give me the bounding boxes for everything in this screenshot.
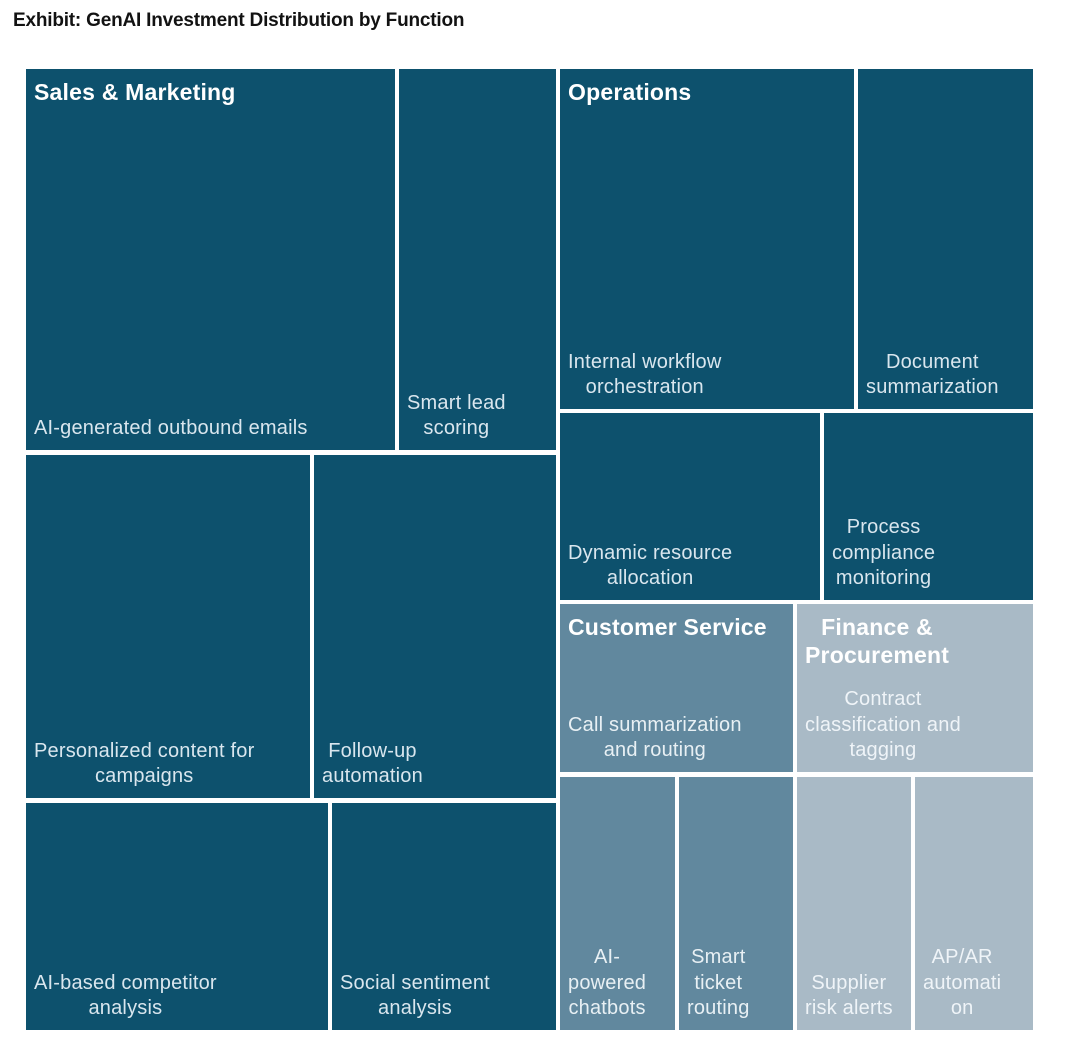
treemap-cell-supplier-risk-alerts: Supplier risk alerts — [797, 777, 911, 1030]
cell-label-document-summarization: Document summarization — [866, 350, 999, 399]
treemap-cell-social-sentiment-analysis: Social sentiment analysis — [332, 803, 556, 1030]
treemap-cell-smart-lead-scoring: Smart lead scoring — [399, 69, 556, 450]
cell-label-dynamic-resource-allocation: Dynamic resource allocation — [568, 541, 733, 590]
cell-label-process-compliance-monitoring: Process compliance monitoring — [832, 516, 936, 590]
section-header-operations: Operations — [568, 79, 692, 105]
section-header-finance-procurement: Finance & Procurement — [805, 614, 950, 669]
exhibit-title: Exhibit: GenAI Investment Distribution b… — [13, 10, 465, 31]
cell-label-personalized-content-for-campaigns: Personalized content for campaigns — [34, 739, 255, 788]
treemap-cell-dynamic-resource-allocation: Dynamic resource allocation — [560, 413, 820, 600]
cell-label-internal-workflow-orchestration: Internal workflow orchestration — [568, 350, 722, 399]
section-header-customer-service: Customer Service — [568, 614, 767, 640]
cell-label-ap-ar-automation: AP/AR automati on — [923, 946, 1002, 1020]
cell-label-supplier-risk-alerts: Supplier risk alerts — [805, 971, 893, 1020]
treemap-cell-follow-up-automation: Follow-up automation — [314, 455, 556, 798]
treemap-cell-ai-based-competitor-analysis: AI-based competitor analysis — [26, 803, 328, 1030]
treemap-cell-internal-workflow-orchestration: Operations Internal workflow orchestration — [560, 69, 854, 409]
section-header-sales-marketing: Sales & Marketing — [34, 79, 236, 105]
treemap-cell-contract-classification-and-tagging: Finance & Procurement Contract classificati… — [797, 604, 1033, 772]
cell-label-smart-lead-scoring: Smart lead scoring — [407, 391, 506, 440]
cell-label-contract-classification-and-tagging: Contract classification and tagging — [805, 688, 961, 762]
treemap-cell-ai-powered-chatbots: AI-powered chatbots — [560, 777, 675, 1030]
cell-label-ai-powered-chatbots: AI-powered chatbots — [568, 946, 647, 1020]
cell-label-ai-generated-outbound-emails: AI-generated outbound emails — [34, 417, 308, 440]
treemap-cell-process-compliance-monitoring: Process compliance monitoring — [824, 413, 1033, 600]
treemap: Sales & Marketing AI-generated outbound e… — [26, 69, 1033, 1030]
treemap-cell-ai-generated-outbound-emails: Sales & Marketing AI-generated outbound e… — [26, 69, 395, 450]
treemap-cell-call-summarization-and-routing: Customer Service Call summarization and ro… — [560, 604, 793, 772]
cell-label-follow-up-automation: Follow-up automation — [322, 739, 423, 788]
cell-label-smart-ticket-routing: Smart ticket routing — [687, 946, 750, 1020]
cell-label-social-sentiment-analysis: Social sentiment analysis — [340, 971, 490, 1020]
treemap-cell-smart-ticket-routing: Smart ticket routing — [679, 777, 793, 1030]
treemap-cell-document-summarization: Document summarization — [858, 69, 1033, 409]
cell-label-ai-based-competitor-analysis: AI-based competitor analysis — [34, 971, 217, 1020]
treemap-cell-personalized-content-for-campaigns: Personalized content for campaigns — [26, 455, 310, 798]
cell-label-call-summarization-and-routing: Call summarization and routing — [568, 713, 742, 762]
treemap-cell-ap-ar-automation: AP/AR automati on — [915, 777, 1033, 1030]
